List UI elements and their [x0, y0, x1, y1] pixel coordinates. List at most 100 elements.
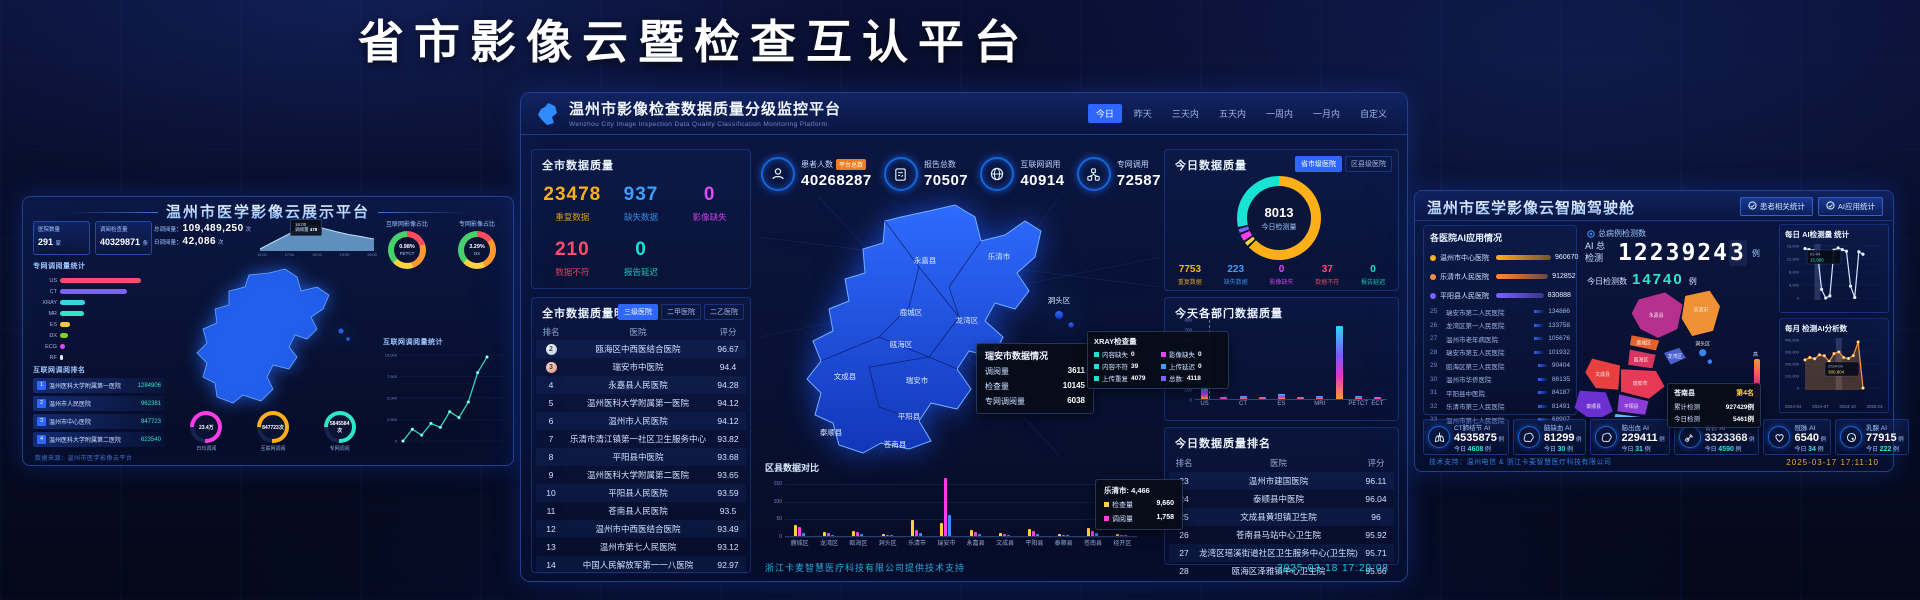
- table-row[interactable]: 26 苍南县马站中心卫生院 95.92: [1169, 526, 1394, 544]
- bar-group[interactable]: [1028, 528, 1040, 536]
- hbar-row[interactable]: CT: [33, 286, 165, 297]
- rank-row[interactable]: 4 温州医科大学附属第二医院 623540: [33, 432, 165, 447]
- table-row[interactable]: 27 龙湾区瑶溪街道社区卫生服务中心(卫生院) 95.71: [1169, 544, 1394, 562]
- table-row[interactable]: 8 平阳县中医院 93.68: [536, 448, 746, 466]
- table-row[interactable]: 10 平阳县人民医院 93.59: [536, 484, 746, 502]
- hbar-row[interactable]: RF: [33, 352, 165, 363]
- bar-group[interactable]: [881, 533, 893, 536]
- private-image-donut[interactable]: 专网影像占比 3.29% DX: [449, 219, 505, 285]
- ai-rank-row[interactable]: 32 乐清市第三人民医院 81491: [1430, 400, 1570, 414]
- today-quality-donut[interactable]: 8013 今日检测量: [1237, 176, 1321, 260]
- ai-rank-row[interactable]: 28 瑞安市第五人民医院 101932: [1430, 346, 1570, 360]
- dept-bar[interactable]: [1316, 396, 1324, 399]
- gauge[interactable]: 847723次 互联网调阅: [245, 411, 301, 461]
- bar-group[interactable]: [940, 477, 952, 536]
- ai-rank-row[interactable]: 31 平阳县中医院 84187: [1430, 386, 1570, 400]
- monthly-ai-line-chart[interactable]: 400,000 300,000 200,000 100,000 0 2024-09380,…: [1785, 336, 1883, 398]
- table-row[interactable]: 23 温州市建国医院 96.11: [1169, 472, 1394, 490]
- district-yongjia[interactable]: [1630, 291, 1684, 339]
- ai-top-row[interactable]: 平阳县人民医院 830888: [1430, 286, 1571, 305]
- ai-card-lungs[interactable]: CT肺结节 AI 4535875 例今日 4608 例: [1423, 419, 1509, 455]
- ai-rank-row[interactable]: 33温州市第七人民医院68907: [1430, 413, 1570, 427]
- gauge[interactable]: 5845584次 专网调阅: [312, 411, 368, 461]
- tab-省市级医院[interactable]: 省市级医院: [1295, 156, 1342, 172]
- time-tab-4[interactable]: 一周内: [1265, 109, 1293, 119]
- ai-rank-row[interactable]: 26 龙湾区第一人民医院 133758: [1430, 319, 1570, 333]
- table-row[interactable]: 24 泰顺县中医院 96.04: [1169, 490, 1394, 508]
- bar-group[interactable]: [1057, 533, 1069, 536]
- ai-card-heart[interactable]: 冠脉 AI 6540 例今日 34 例: [1763, 419, 1831, 455]
- district-taishun[interactable]: [1573, 389, 1614, 417]
- time-tab-6[interactable]: 自定义: [1359, 109, 1387, 119]
- ai-card-brain[interactable]: 脑出血 AI 229411 例今日 31 例: [1590, 419, 1670, 455]
- time-tab-3[interactable]: 五天内: [1218, 109, 1246, 119]
- table-row[interactable]: 28 瓯海区泽雅镇中心卫生院 95.66: [1169, 562, 1394, 580]
- district-ruian[interactable]: [1620, 368, 1666, 400]
- tab-区县级医院[interactable]: 区县级医院: [1345, 156, 1392, 172]
- private-net-bar-chart[interactable]: 专网调阅量统计 US CT XRAY MR ES DX ECG RF: [33, 261, 165, 361]
- table-row[interactable]: 11 苍南县人民医院 93.5: [536, 502, 746, 520]
- wenzhou-ai-map[interactable]: 永嘉县 乐清市 鹿城区 龙湾区 瓯海区 瑞安市 文成县 平阳县 泰顺县 苍南县 …: [1565, 283, 1751, 417]
- map-shape[interactable]: [806, 204, 1042, 454]
- gauge[interactable]: 23.4万 日均调阅: [178, 411, 234, 461]
- wenzhou-map[interactable]: 永嘉县 乐清市 鹿城区 龙湾区 洞头区 瓯海区 瑞安市 文成县 平阳县 泰顺县 …: [758, 196, 1162, 456]
- header-button-患者相关统计[interactable]: 患者相关统计: [1739, 197, 1813, 216]
- table-row[interactable]: 25 文成县黄坦镇卫生院 96: [1169, 508, 1394, 526]
- tab-二甲医院[interactable]: 二甲医院: [661, 304, 701, 320]
- hbar-row[interactable]: DX: [33, 330, 165, 341]
- district-longwan[interactable]: [1662, 346, 1688, 366]
- time-tab-1[interactable]: 昨天: [1133, 109, 1152, 119]
- table-row[interactable]: 6 温州市人民医院 94.12: [536, 412, 746, 430]
- time-tab-0[interactable]: 今日: [1087, 104, 1122, 123]
- district-lucheng[interactable]: [1628, 334, 1661, 352]
- dept-bar[interactable]: [1258, 397, 1266, 399]
- district-ouhai[interactable]: [1627, 348, 1657, 370]
- district-bar-chart[interactable]: 150 100 50 0 鹿城区 龙湾区 瓯海区 洞头区 乐清市 瑞安市 永嘉县 文成县 平阳县 泰顺县 苍…: [774, 475, 1137, 547]
- ai-rank-row[interactable]: 30 温州市华侨医院 86135: [1430, 373, 1570, 387]
- hbar-row[interactable]: MR: [33, 308, 165, 319]
- table-row[interactable]: 9 温州医科大学附属第二医院 93.65: [536, 466, 746, 484]
- ai-rank-row[interactable]: 27 温州市老年病医院 105676: [1430, 332, 1570, 346]
- header-button-AI应用统计[interactable]: AI应用统计: [1817, 197, 1883, 216]
- bar-group[interactable]: [969, 529, 981, 536]
- ai-rank-row[interactable]: 25 瑞安市第二人民医院 134886: [1430, 305, 1570, 319]
- time-tab-2[interactable]: 三天内: [1171, 109, 1199, 119]
- ai-top-row[interactable]: 乐清市人民医院 912852: [1430, 267, 1576, 286]
- hbar-row[interactable]: US: [33, 275, 165, 286]
- ai-card-breast[interactable]: 乳腺 AI 77915 例今日 222 例: [1835, 419, 1909, 455]
- district-wencheng[interactable]: [1584, 357, 1621, 391]
- bar-group[interactable]: [999, 533, 1010, 536]
- ai-card-brain[interactable]: 脑缺血 AI 81299 例今日 30 例: [1512, 419, 1587, 455]
- map-shape[interactable]: [196, 268, 330, 404]
- dept-bar[interactable]: [1277, 393, 1285, 399]
- bar-group[interactable]: [1116, 534, 1128, 536]
- hbar-row[interactable]: ES: [33, 319, 165, 330]
- table-row[interactable]: 7 乐清市清江镇第一社区卫生服务中心 93.82: [536, 430, 746, 448]
- tab-三级医院[interactable]: 三级医院: [618, 304, 658, 320]
- internet-line-chart[interactable]: 互联网调阅量统计 10,000 7,500 5,000 2,500 0: [383, 337, 507, 457]
- ai-top-row[interactable]: 温州市中心医院 960670: [1430, 248, 1578, 267]
- dept-bar[interactable]: [1201, 387, 1209, 399]
- table-row[interactable]: 5 温州医科大学附属第一医院 94.12: [536, 394, 746, 412]
- rank-row[interactable]: 3 温州市中心医院 847723: [33, 414, 165, 429]
- hbar-row[interactable]: ECG: [33, 341, 165, 352]
- bar-group[interactable]: [1087, 528, 1098, 536]
- time-tab-5[interactable]: 一月内: [1312, 109, 1340, 119]
- view-trend-area-chart[interactable]: 16:00 17:00 18:00 19:00 20:00 16:00 调阅量 478: [256, 219, 378, 257]
- district-cangnan[interactable]: [1612, 412, 1644, 417]
- dept-bar[interactable]: [1354, 396, 1362, 399]
- table-row[interactable]: 4 永嘉县人民医院 94.28: [536, 376, 746, 394]
- rank-row[interactable]: 1 温州医科大学附属第一医院 1284906: [33, 378, 165, 393]
- tab-二乙医院[interactable]: 二乙医院: [704, 304, 744, 320]
- rank-row[interactable]: 2 温州市人民医院 962381: [33, 396, 165, 411]
- dept-bar[interactable]: [1335, 326, 1343, 399]
- table-row[interactable]: 3 瑞安市中医院 94.4: [536, 358, 746, 376]
- district-pingyang[interactable]: [1616, 393, 1650, 416]
- ai-rank-row[interactable]: 29 瓯海区第三人民医院 90404: [1430, 359, 1570, 373]
- bar-group[interactable]: [793, 525, 805, 536]
- bar-group[interactable]: [911, 520, 922, 536]
- internet-image-donut[interactable]: 互联网影像占比 0.98% PETCT: [379, 219, 435, 285]
- wenzhou-mini-map[interactable]: [173, 265, 373, 411]
- dept-bar[interactable]: [1297, 397, 1305, 399]
